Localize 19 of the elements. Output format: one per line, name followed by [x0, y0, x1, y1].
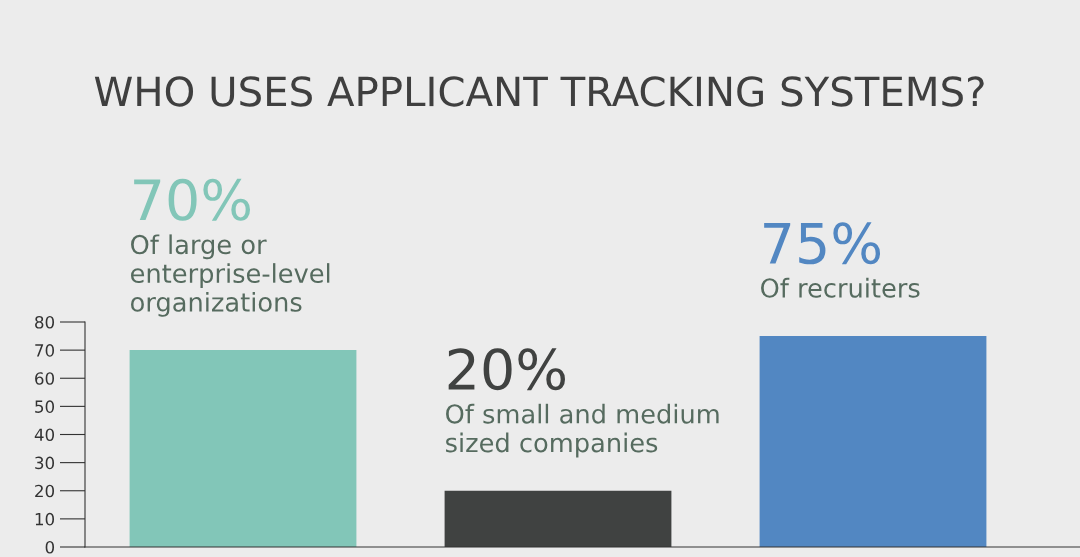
y-tick-label: 50 [35, 400, 55, 413]
y-tick-label: 40 [34, 428, 55, 442]
y-tick-label: 30 [35, 456, 55, 470]
y-tick-label: 60 [35, 372, 55, 385]
y-tick-label: 80 [35, 315, 55, 329]
bar [444, 490, 672, 547]
x-tick-label: Of small and medium sized companies [445, 403, 719, 458]
data-label: 20% [448, 348, 566, 391]
y-tick-label: 20 [35, 484, 55, 498]
y-tick-label: 10 [35, 512, 55, 526]
x-tick-label: Of large or enterprise-level organizations [131, 234, 330, 317]
bar [759, 336, 987, 547]
data-label: 75% [764, 222, 881, 265]
y-tick-label: 0 [45, 540, 55, 554]
x-tick-label: Of recruiters [761, 277, 920, 298]
y-tick-label: 70 [35, 344, 55, 357]
bar [129, 350, 357, 547]
data-label: 70% [134, 178, 251, 221]
chart-title: WHO USES APPLICANT TRACKING SYSTEMS? [94, 76, 984, 107]
